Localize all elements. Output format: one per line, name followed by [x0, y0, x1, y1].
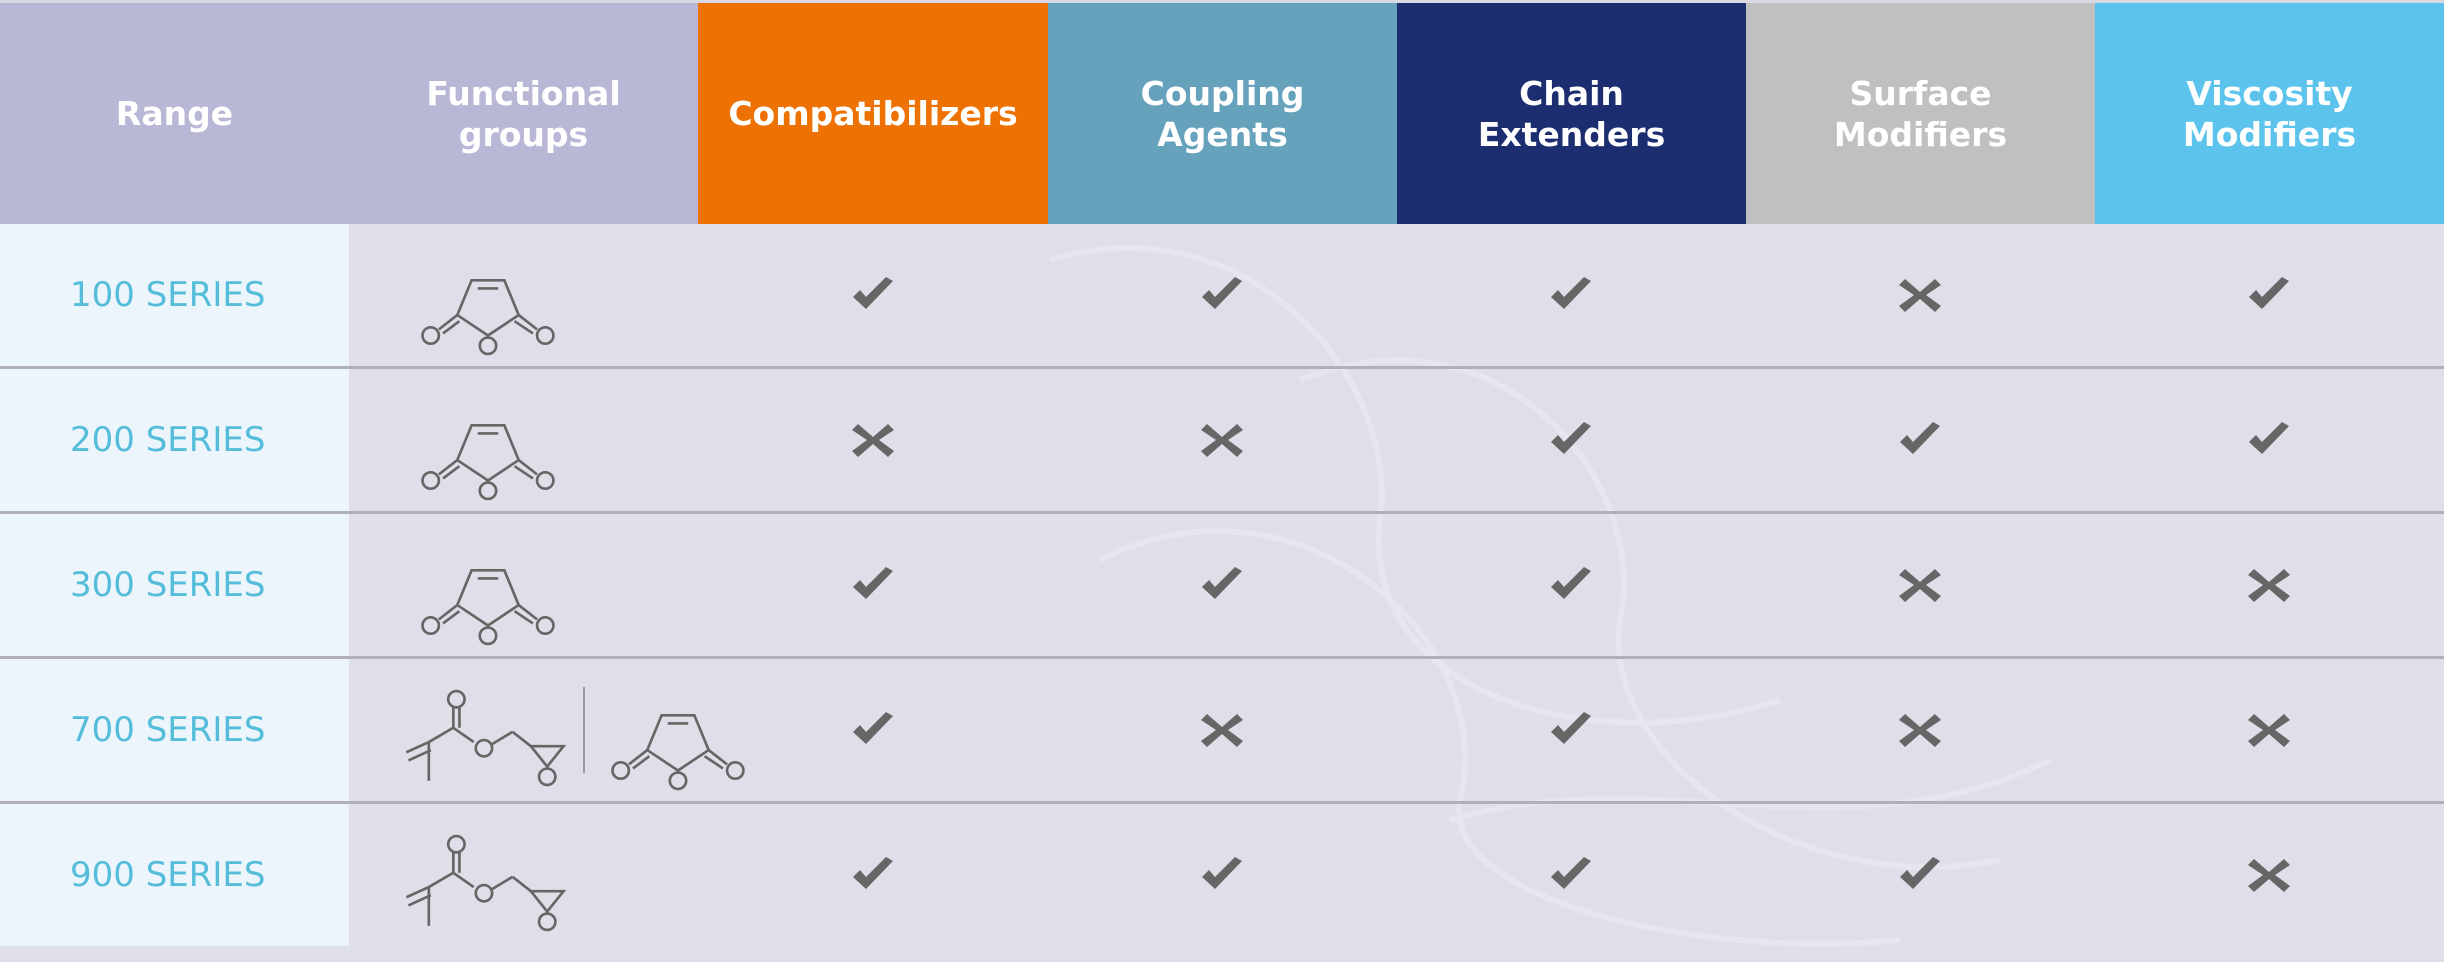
header-chain-extenders: Chain Extenders: [1397, 3, 1746, 224]
cross-mark-cell: [1745, 659, 2094, 801]
header-functional-groups: Functional groups: [349, 3, 698, 224]
cross-icon: [1200, 714, 1243, 747]
check-mark-cell: [1047, 804, 1396, 946]
table-body: 100 SERIES 200 SERIES 300 SERIES 700 SER…: [0, 224, 2444, 962]
header-compatibilizers: Compatibilizers: [698, 3, 1048, 224]
table-row: 300 SERIES: [0, 514, 2444, 656]
check-icon: [852, 567, 893, 599]
header-range: Range: [0, 3, 349, 224]
cross-icon: [1898, 569, 1941, 602]
check-mark-cell: [1047, 514, 1396, 656]
range-cell: 700 SERIES: [0, 659, 349, 801]
check-mark-cell: [1396, 804, 1745, 946]
range-cell: 900 SERIES: [0, 804, 349, 946]
header-coupling-agents: Coupling Agents: [1048, 3, 1397, 224]
cross-icon: [1898, 714, 1941, 747]
maleic-anhydride-icon: [421, 423, 555, 501]
check-icon: [2248, 277, 2289, 309]
maleic-anhydride-icon: [611, 713, 745, 791]
cross-icon: [851, 424, 894, 457]
range-cell: 200 SERIES: [0, 369, 349, 511]
row-divider: [0, 511, 2444, 514]
glycidyl-methacrylate-icon: [405, 834, 567, 932]
group-divider: [583, 687, 585, 773]
glycidyl-methacrylate-icon: [405, 689, 567, 787]
range-cell: 300 SERIES: [0, 514, 349, 656]
check-mark-cell: [1745, 804, 2094, 946]
cross-icon: [1898, 279, 1941, 312]
table-row: 700 SERIES: [0, 659, 2444, 801]
check-icon: [1201, 277, 1242, 309]
table-header: Range Functional groups Compatibilizers …: [0, 3, 2444, 224]
cross-mark-cell: [2094, 659, 2443, 801]
functional-groups-cell: [349, 514, 698, 656]
cross-icon: [1200, 424, 1243, 457]
cross-mark-cell: [1047, 659, 1396, 801]
check-mark-cell: [1396, 369, 1745, 511]
row-divider: [0, 656, 2444, 659]
functional-groups-cell: [349, 369, 698, 511]
table-row: 200 SERIES: [0, 369, 2444, 511]
check-mark-cell: [698, 514, 1047, 656]
row-divider: [0, 366, 2444, 369]
cross-mark-cell: [1745, 514, 2094, 656]
check-icon: [2248, 422, 2289, 454]
check-icon: [852, 712, 893, 744]
check-mark-cell: [1396, 514, 1745, 656]
check-icon: [1201, 567, 1242, 599]
functional-groups-cell: [349, 804, 698, 946]
check-icon: [1550, 567, 1591, 599]
top-border: [0, 0, 2444, 3]
check-icon: [1550, 857, 1591, 889]
header-surface-modifiers: Surface Modifiers: [1746, 3, 2095, 224]
check-icon: [852, 857, 893, 889]
check-icon: [852, 277, 893, 309]
maleic-anhydride-icon: [421, 278, 555, 356]
table-row: 900 SERIES: [0, 804, 2444, 946]
check-mark-cell: [2094, 224, 2443, 366]
cross-icon: [2247, 859, 2290, 892]
check-icon: [1550, 277, 1591, 309]
cross-icon: [2247, 569, 2290, 602]
check-icon: [1899, 857, 1940, 889]
check-mark-cell: [1396, 224, 1745, 366]
check-icon: [1550, 422, 1591, 454]
check-mark-cell: [1047, 224, 1396, 366]
header-viscosity-modifiers: Viscosity Modifiers: [2095, 3, 2444, 224]
check-mark-cell: [698, 224, 1047, 366]
cross-mark-cell: [1745, 224, 2094, 366]
check-mark-cell: [698, 804, 1047, 946]
cross-mark-cell: [698, 369, 1047, 511]
cross-mark-cell: [2094, 514, 2443, 656]
functional-groups-cell: [349, 224, 698, 366]
check-mark-cell: [2094, 369, 2443, 511]
check-icon: [1201, 857, 1242, 889]
range-cell: 100 SERIES: [0, 224, 349, 366]
maleic-anhydride-icon: [421, 568, 555, 646]
functional-groups-cell: [349, 659, 745, 801]
check-icon: [1899, 422, 1940, 454]
cross-mark-cell: [2094, 804, 2443, 946]
check-icon: [1550, 712, 1591, 744]
table-row: 100 SERIES: [0, 224, 2444, 366]
cross-mark-cell: [1047, 369, 1396, 511]
check-mark-cell: [698, 659, 1047, 801]
check-mark-cell: [1745, 369, 2094, 511]
check-mark-cell: [1396, 659, 1745, 801]
row-divider: [0, 801, 2444, 804]
cross-icon: [2247, 714, 2290, 747]
